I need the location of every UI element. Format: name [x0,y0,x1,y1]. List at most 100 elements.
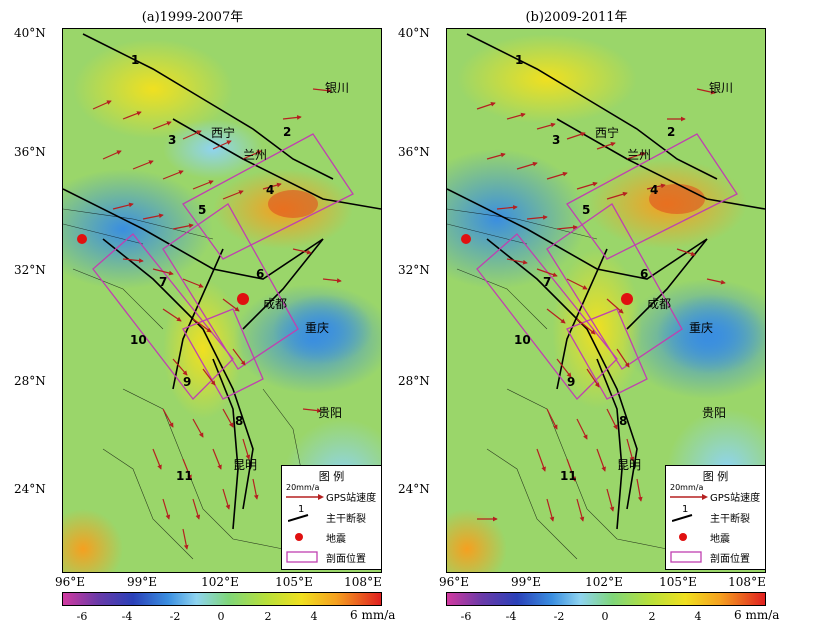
colorbar-tick: 0 [601,610,609,623]
legend-scale: 20mm/a [670,483,704,492]
colorbar-tick: 4 [310,610,318,623]
legend-title: 图 例 [318,470,345,483]
fault-number: 10 [130,333,147,347]
fault-number: 7 [159,275,168,289]
lat-label: 24°N [398,482,430,496]
lat-label: 40°N [398,26,430,40]
lat-label: 36°N [398,145,430,159]
lon-label: 102°E [201,575,239,589]
colorbar [62,592,382,606]
lat-label: 32°N [14,263,46,277]
city-label: 昆明 [617,458,642,472]
colorbar-tick: 2 [264,610,272,623]
fault-number: 8 [619,414,628,428]
fault-number: 4 [650,183,659,197]
profile-legend-icon [286,551,318,563]
lon-label: 108°E [728,575,766,589]
legend-profile: 剖面位置 [710,554,750,565]
city-label: 成都 [263,297,288,311]
map-legend: 图 例 20mm/a GPS站速度 1 主干断裂 地震 剖面位置 [281,465,381,570]
panel-title: (a)1999-2007年 [141,10,244,25]
fault-number: 5 [582,203,591,217]
panel-b: (b)2009-2011年 40°N 36°N 32°N 28°N 24°N [384,0,784,632]
colorbar-tick: -4 [505,610,517,623]
profile-boxes [92,133,354,400]
lat-label: 40°N [14,26,46,40]
city-label: 重庆 [305,321,330,335]
profile-legend-icon [670,551,702,563]
lon-label: 96°E [438,575,470,589]
city-label: 西宁 [211,126,236,140]
map-canvas [63,29,381,572]
city-label: 兰州 [627,148,652,162]
map-canvas [447,29,765,572]
lon-label: 99°E [126,575,158,589]
fault-number: 6 [640,267,649,281]
fault-number: 8 [235,414,244,428]
fault-number: 11 [560,469,577,483]
fault-legend-icon [288,514,309,522]
lat-label: 28°N [14,374,46,388]
city-label: 贵阳 [318,406,343,420]
legend-fault-num: 1 [682,504,689,515]
legend-quake: 地震 [326,534,346,545]
lon-label: 96°E [54,575,86,589]
lon-label: 99°E [510,575,542,589]
fault-number: 3 [552,133,561,147]
earthquake-marker [77,234,87,244]
city-label: 贵阳 [702,406,727,420]
quake-legend-icon [295,533,303,541]
legend-fault: 主干断裂 [326,514,366,525]
fault-number: 2 [283,125,292,139]
city-label: 成都 [647,297,672,311]
lat-label: 24°N [14,482,46,496]
legend-quake: 地震 [710,534,730,545]
city-label: 银川 [709,81,734,95]
lon-label: 105°E [275,575,313,589]
fault-lines [63,33,381,530]
colorbar-tick: -6 [460,610,472,623]
city-label: 昆明 [233,458,258,472]
vector-legend-icon [670,494,708,500]
fault-number: 5 [198,203,207,217]
colorbar-tick: -6 [76,610,88,623]
colorbar [446,592,766,606]
fault-number: 9 [567,375,576,389]
legend-vector: GPS站速度 [710,493,761,504]
fault-legend-icon [672,514,693,522]
fault-number: 10 [514,333,531,347]
fault-number: 6 [256,267,265,281]
panel-title: (b)2009-2011年 [525,10,628,25]
lat-label: 36°N [14,145,46,159]
fault-number: 1 [131,53,140,67]
colorbar-tick: -4 [121,610,133,623]
legend-profile: 剖面位置 [326,554,366,565]
colorbar-tick: 4 [694,610,702,623]
earthquake-marker [461,234,471,244]
city-label: 西宁 [595,126,620,140]
fault-number: 9 [183,375,192,389]
colorbar-tick: 0 [217,610,225,623]
gps-vectors [92,88,342,550]
velocity-map: 1 2 3 4 5 6 7 8 9 10 11 银川 西宁 兰州 成都 重庆 贵… [62,28,382,573]
legend-fault-num: 1 [298,504,305,515]
colorbar-tick: -2 [169,610,181,623]
legend-title: 图 例 [702,470,729,483]
city-label: 重庆 [689,321,714,335]
fault-number: 4 [266,183,275,197]
earthquake-marker [237,293,249,305]
earthquake-marker [621,293,633,305]
panel-a: (a)1999-2007年 40°N 36°N 32°N 28°N 24°N [0,0,400,632]
colorbar-tick: 2 [648,610,656,623]
legend-scale: 20mm/a [286,483,320,492]
colorbar-tick: -2 [553,610,565,623]
fault-number: 2 [667,125,676,139]
colorbar-unit: 6 mm/a [350,608,396,622]
legend-fault: 主干断裂 [710,514,750,525]
vector-legend-icon [286,494,324,500]
lon-label: 105°E [659,575,697,589]
lat-label: 28°N [398,374,430,388]
lat-label: 32°N [398,263,430,277]
city-label: 兰州 [243,148,268,162]
fault-number: 3 [168,133,177,147]
